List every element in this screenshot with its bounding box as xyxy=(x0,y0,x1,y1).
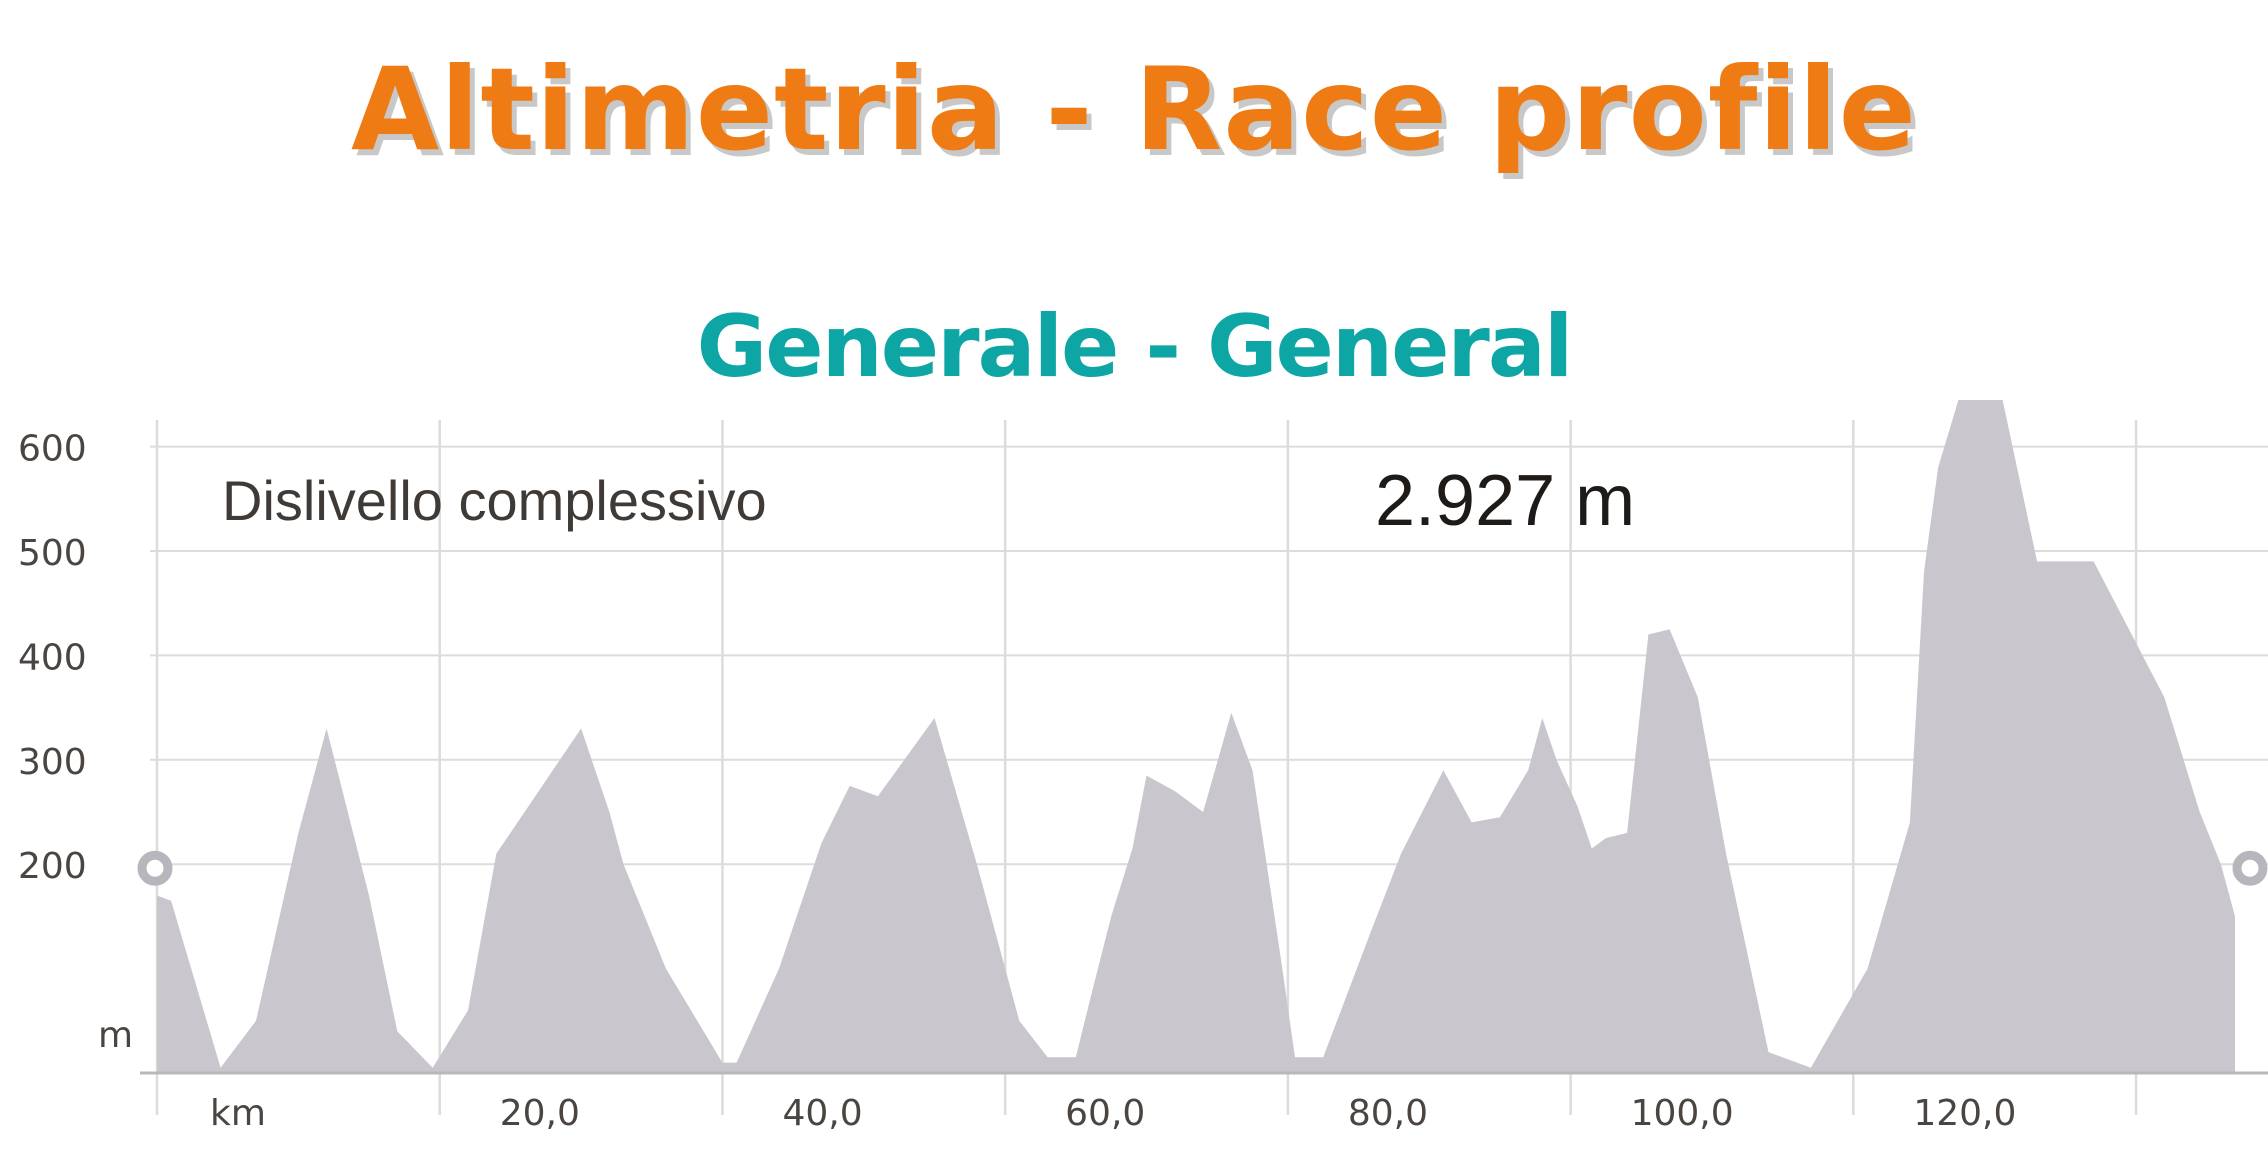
y-tick-label: 200 xyxy=(18,846,87,887)
y-tick-label: 500 xyxy=(18,533,87,574)
y-tick-label: 400 xyxy=(18,637,87,678)
elevation-area-group xyxy=(157,400,2235,1073)
x-tick-label: 40,0 xyxy=(782,1093,862,1134)
chart-subtitle: Generale - General xyxy=(696,297,1574,397)
finish-marker xyxy=(2232,850,2268,886)
page-title: Altimetria - Race profile xyxy=(351,43,1917,176)
x-tick-label: 120,0 xyxy=(1913,1093,2016,1134)
chart-labels: 200300400500600700mkm20,040,060,080,0100… xyxy=(18,429,2016,1134)
x-tick-label: 100,0 xyxy=(1631,1093,1734,1134)
total-climb-label: Dislivello complessivo xyxy=(222,469,767,532)
elevation-area xyxy=(157,400,2235,1073)
x-tick-label: 60,0 xyxy=(1065,1093,1145,1134)
elevation-profile-chart: 200300400500600700mkm20,040,060,080,0100… xyxy=(18,400,2268,1134)
y-axis-label: m xyxy=(98,1015,133,1056)
x-tick-label: 20,0 xyxy=(500,1093,580,1134)
x-axis-label: km xyxy=(210,1093,266,1134)
y-tick-label: 600 xyxy=(18,429,87,470)
total-climb-value: 2.927 m xyxy=(1375,461,1635,541)
x-tick-label: 80,0 xyxy=(1348,1093,1428,1134)
start-marker xyxy=(137,850,173,886)
chart-axes xyxy=(137,850,2268,1075)
y-tick-label: 300 xyxy=(18,742,87,783)
